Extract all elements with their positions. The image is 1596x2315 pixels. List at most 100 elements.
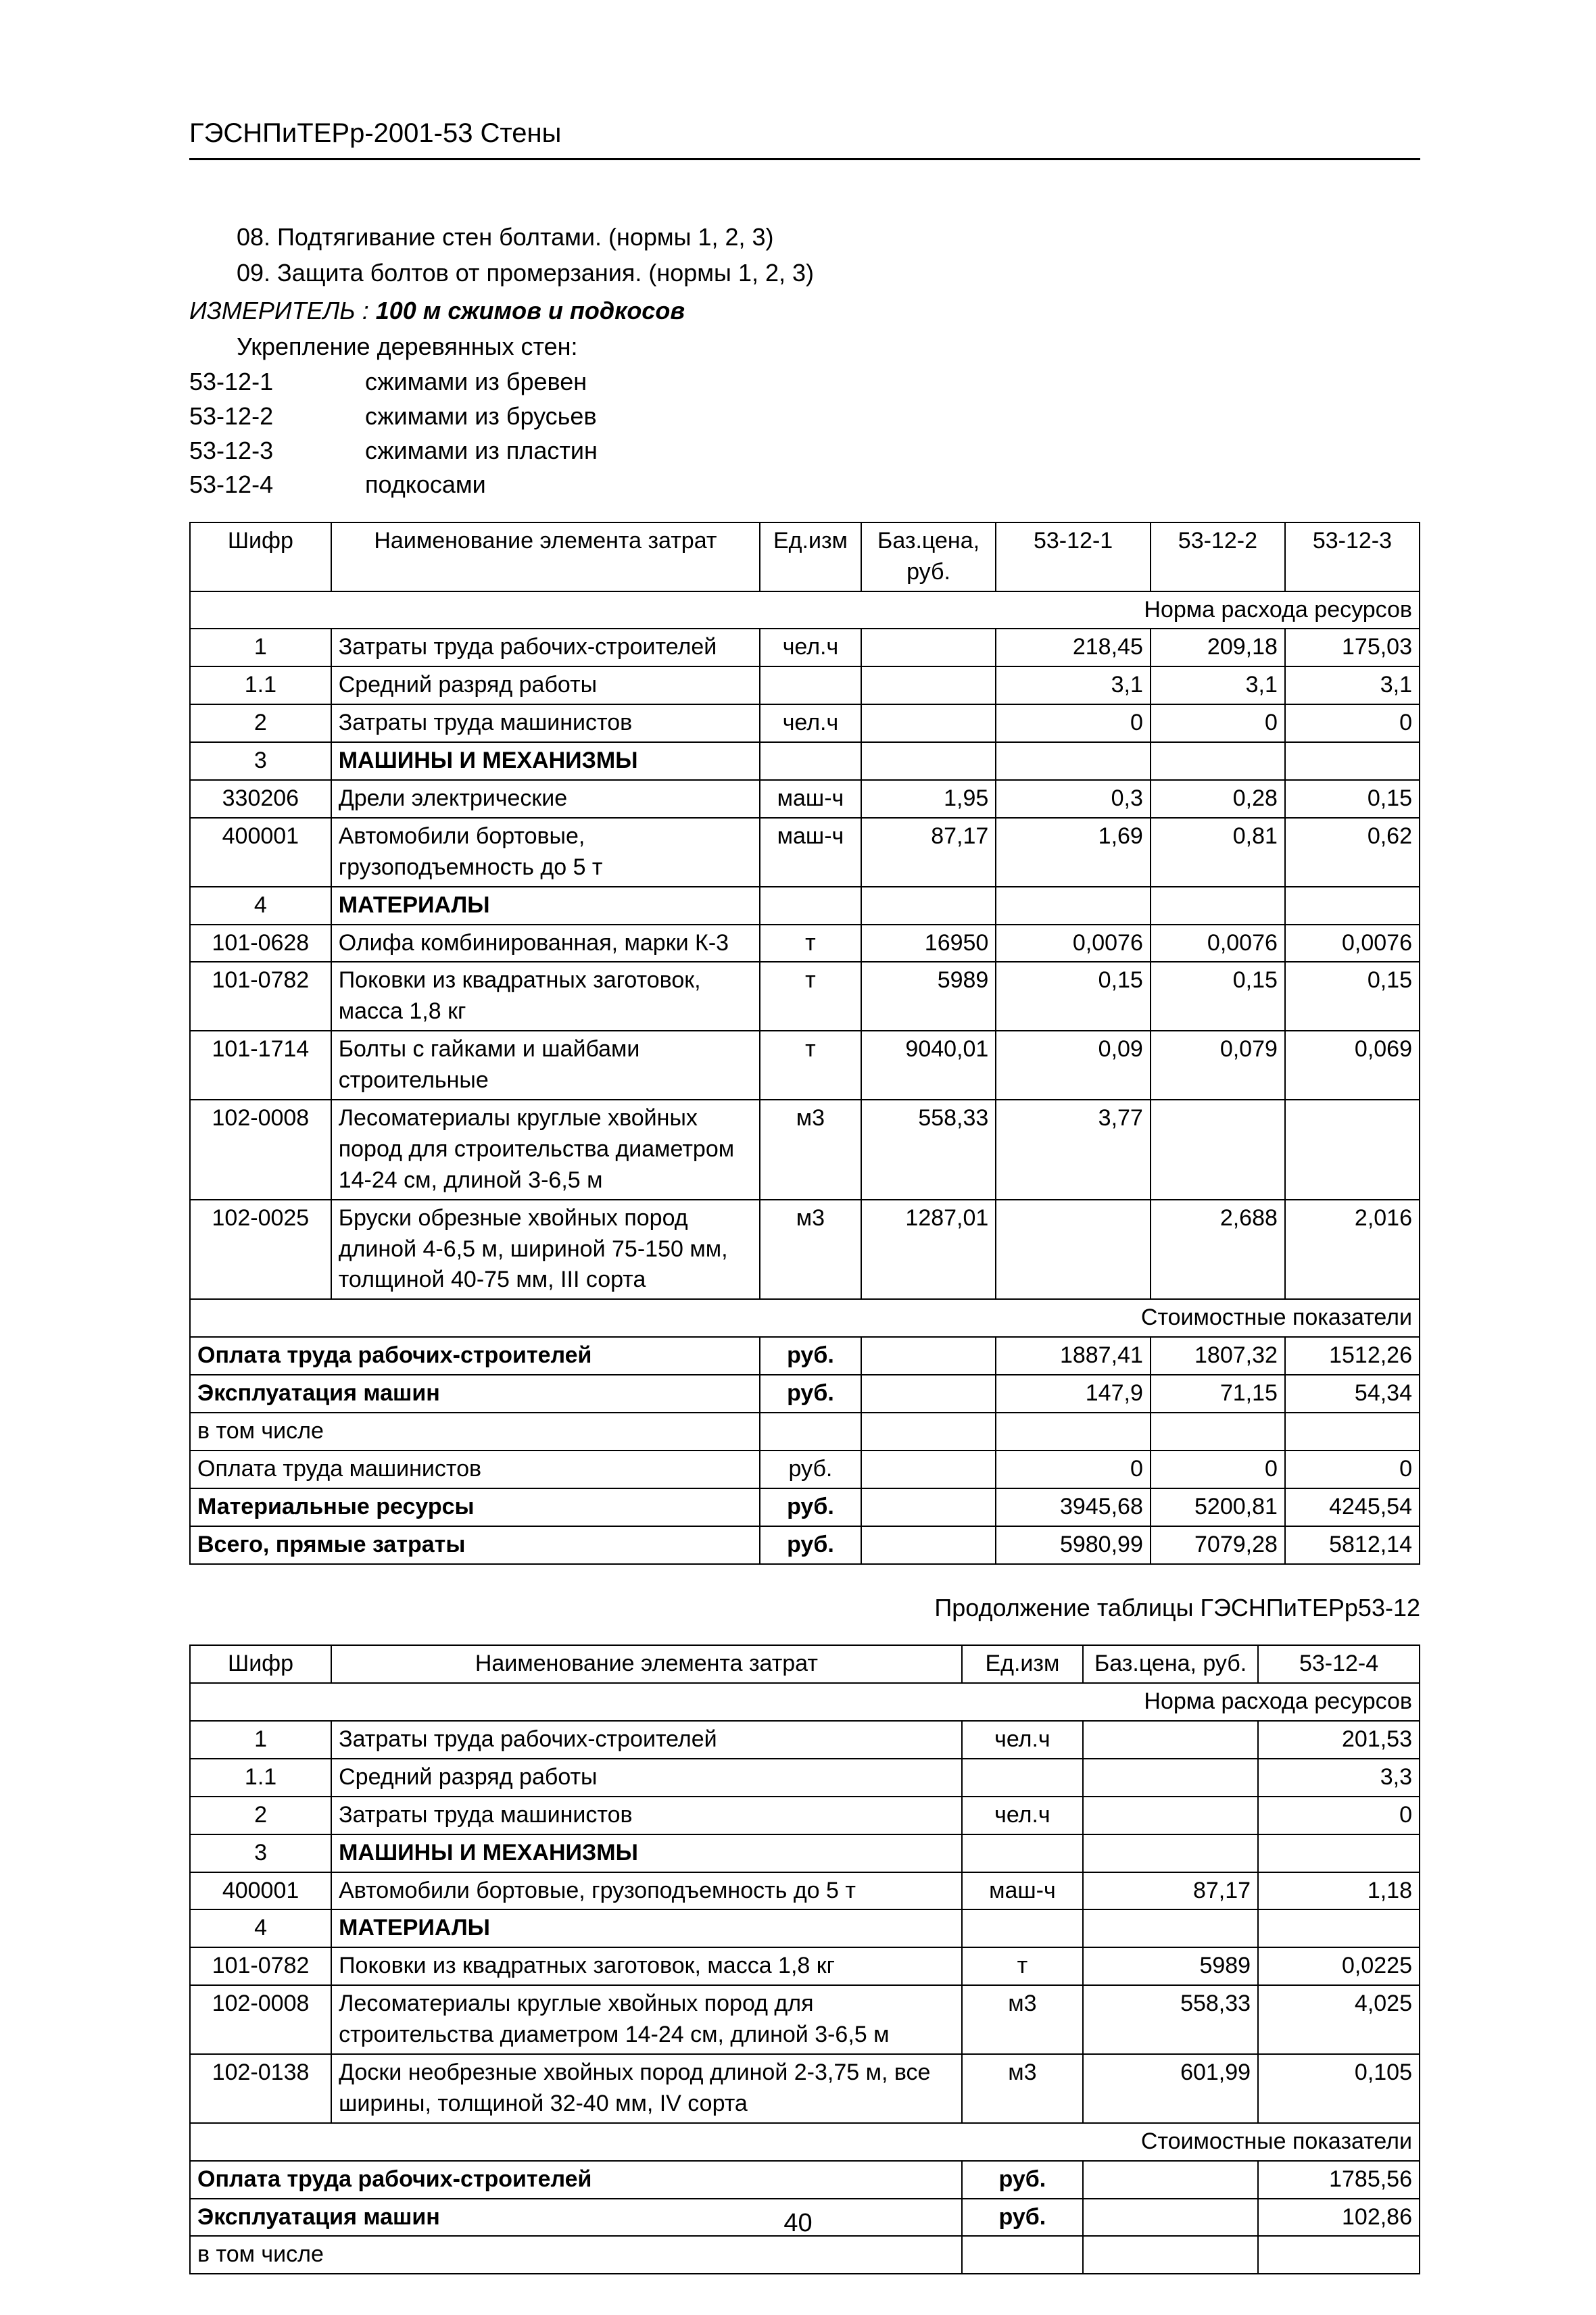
table-cell — [1258, 1834, 1420, 1872]
table-cell — [1083, 1759, 1258, 1797]
code-row: 53-12-2сжимами из брусьев — [189, 400, 1420, 433]
table-cell — [962, 2236, 1083, 2274]
table-cell: 9040,01 — [861, 1031, 996, 1100]
page-header-title: ГЭСНПиТЕРр-2001-53 Стены — [189, 115, 1420, 151]
code-desc: сжимами из брусьев — [365, 400, 1420, 433]
table-cell: в том числе — [190, 2236, 962, 2274]
table-cell: 0,15 — [1285, 780, 1420, 818]
table-cell — [861, 629, 996, 666]
cost-label: Стоимостные показатели — [190, 1299, 1420, 1337]
table-cell — [1285, 887, 1420, 925]
table-cell: 0 — [1151, 704, 1285, 742]
code-row: 53-12-4подкосами — [189, 468, 1420, 502]
table-cell: 0,0225 — [1258, 1947, 1420, 1985]
table-cell — [996, 742, 1151, 780]
table-cell — [1083, 1909, 1258, 1947]
table-cell: 87,17 — [1083, 1872, 1258, 1910]
table-row: Оплата труда машинистовруб.000 — [190, 1451, 1420, 1488]
cost-label: Стоимостные показатели — [190, 2123, 1420, 2161]
table-cell: 1 — [190, 1721, 331, 1759]
table-row: 102-0025Бруски обрезные хвойных пород дл… — [190, 1200, 1420, 1300]
table-cell — [760, 887, 861, 925]
table-cell: 102-0025 — [190, 1200, 331, 1300]
table-cell: т — [962, 1947, 1083, 1985]
table-cell — [1083, 2161, 1258, 2199]
table-cell: 1,69 — [996, 818, 1151, 887]
table-row: 2Затраты труда машинистовчел.ч0 — [190, 1797, 1420, 1834]
table-cell: Оплата труда рабочих-строителей — [190, 2161, 962, 2199]
table-cell: 2 — [190, 704, 331, 742]
table-cell: 3 — [190, 742, 331, 780]
table-cell — [1083, 1797, 1258, 1834]
table-cell: 0,0076 — [996, 925, 1151, 962]
table-row: 101-0628Олифа комбинированная, марки К-3… — [190, 925, 1420, 962]
table-cell: руб. — [760, 1375, 861, 1413]
cost-label-row: Стоимостные показатели — [190, 1299, 1420, 1337]
table-cell: 5989 — [861, 962, 996, 1031]
table-cell: 1512,26 — [1285, 1337, 1420, 1375]
table-row: 1.1Средний разряд работы3,13,13,1 — [190, 666, 1420, 704]
table-cell: МАТЕРИАЛЫ — [331, 1909, 962, 1947]
table-cell: 0,079 — [1151, 1031, 1285, 1100]
table-row: 400001Автомобили бортовые, грузоподъемно… — [190, 818, 1420, 887]
measurer-value: 100 м сжимов и подкосов — [376, 297, 685, 324]
col-header: Шифр — [190, 522, 331, 591]
table-cell: Поковки из квадратных заготовок, масса 1… — [331, 1947, 962, 1985]
table-cell: Автомобили бортовые, грузоподъемность до… — [331, 1872, 962, 1910]
col-header: 53-12-1 — [996, 522, 1151, 591]
code-desc: подкосами — [365, 468, 1420, 502]
table-cell: 3 — [190, 1834, 331, 1872]
table-cell: м3 — [962, 1985, 1083, 2054]
measurer-line: ИЗМЕРИТЕЛЬ : 100 м сжимов и подкосов — [189, 295, 1420, 328]
table-row: 3МАШИНЫ И МЕХАНИЗМЫ — [190, 1834, 1420, 1872]
table-cell — [861, 1451, 996, 1488]
table-cell: т — [760, 925, 861, 962]
norm-label-row: Норма расхода ресурсов — [190, 591, 1420, 629]
table-row: 1.1Средний разряд работы3,3 — [190, 1759, 1420, 1797]
table-row: 102-0008Лесоматериалы круглые хвойных по… — [190, 1100, 1420, 1200]
table-cell: Затраты труда рабочих-строителей — [331, 1721, 962, 1759]
table-cell — [996, 1413, 1151, 1451]
table-cell: 1807,32 — [1151, 1337, 1285, 1375]
table-cell: 2,688 — [1151, 1200, 1285, 1300]
table-cell: 0,3 — [996, 780, 1151, 818]
table-row: 400001Автомобили бортовые, грузоподъемно… — [190, 1872, 1420, 1910]
table-cell: 87,17 — [861, 818, 996, 887]
table-cell: маш-ч — [962, 1872, 1083, 1910]
table-cell: Затраты труда машинистов — [331, 704, 760, 742]
table-cell: 1.1 — [190, 666, 331, 704]
table-cell — [1285, 1100, 1420, 1200]
table-cell: 3,77 — [996, 1100, 1151, 1200]
table-cell — [760, 666, 861, 704]
table-cell: 1785,56 — [1258, 2161, 1420, 2199]
table-cell: 3,1 — [996, 666, 1151, 704]
table-row: в том числе — [190, 1413, 1420, 1451]
table-cell: 1887,41 — [996, 1337, 1151, 1375]
table-cell: руб. — [760, 1451, 861, 1488]
table-cell: 5812,14 — [1285, 1526, 1420, 1564]
table-row: Оплата труда рабочих-строителейруб.1785,… — [190, 2161, 1420, 2199]
table-cell: Автомобили бортовые, грузоподъемность до… — [331, 818, 760, 887]
table-cell: маш-ч — [760, 780, 861, 818]
table-cell: чел.ч — [962, 1797, 1083, 1834]
table-cell — [996, 887, 1151, 925]
table-cell: 2 — [190, 1797, 331, 1834]
table-cell: 3,3 — [1258, 1759, 1420, 1797]
col-header: Шифр — [190, 1645, 331, 1683]
table-header-row: Шифр Наименование элемента затрат Ед.изм… — [190, 1645, 1420, 1683]
table-cell: 101-0782 — [190, 962, 331, 1031]
table-cell — [861, 1526, 996, 1564]
table-cell: руб. — [760, 1526, 861, 1564]
table-cell: 102-0008 — [190, 1985, 331, 2054]
table-cell: 0 — [1151, 1451, 1285, 1488]
col-header: Наименование элемента затрат — [331, 1645, 962, 1683]
table-cell — [1151, 887, 1285, 925]
table-cell: 0,15 — [1285, 962, 1420, 1031]
table-cell: 4,025 — [1258, 1985, 1420, 2054]
col-header: 53-12-2 — [1151, 522, 1285, 591]
table-cell — [1285, 1413, 1420, 1451]
table-cell: 218,45 — [996, 629, 1151, 666]
table-cell: 0,105 — [1258, 2054, 1420, 2123]
table-row: Материальные ресурсыруб.3945,685200,8142… — [190, 1488, 1420, 1526]
table-cell: 0,069 — [1285, 1031, 1420, 1100]
